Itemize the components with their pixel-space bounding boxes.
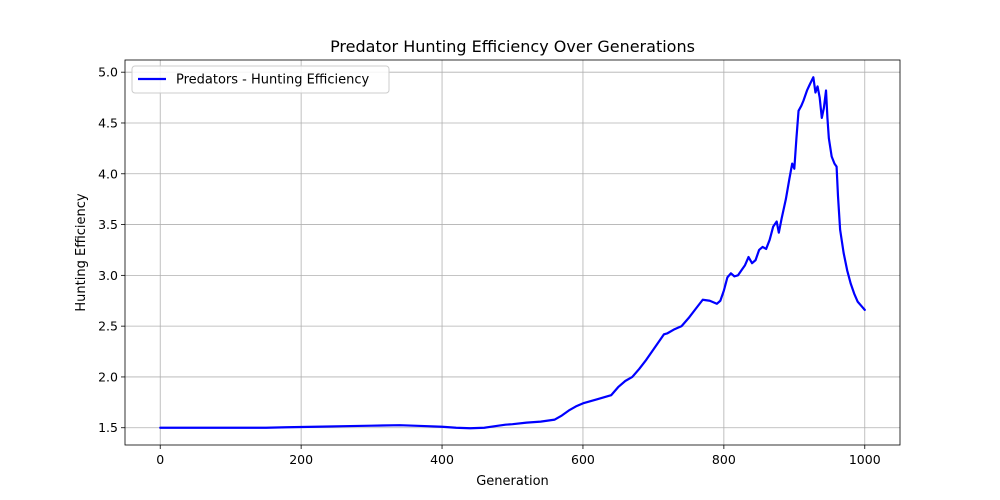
series-line-predators-hunting-efficiency [159, 76, 866, 430]
legend-box [131, 65, 390, 94]
x-tick-label: 0 [156, 452, 164, 467]
legend-entry-label: Predators - Hunting Efficiency [176, 73, 370, 88]
y-tick-label: 5.0 [98, 65, 118, 80]
x-tick-label: 800 [712, 452, 736, 467]
gridlines [125, 60, 900, 445]
y-tick-label: 3.5 [98, 217, 118, 232]
x-tick-label: 200 [289, 452, 313, 467]
y-tick-label: 3.0 [98, 268, 118, 283]
y-axis-label: Hunting Efficiency [74, 193, 89, 312]
y-tick-label: 2.5 [98, 319, 118, 334]
y-tick-label: 4.5 [98, 115, 118, 130]
x-tick-label: 1000 [849, 452, 881, 467]
y-tick-label: 2.0 [98, 369, 118, 384]
legend: Predators - Hunting Efficiency [131, 65, 390, 94]
x-tick-label: 400 [430, 452, 454, 467]
series-layer [159, 76, 866, 430]
y-tick-label: 1.5 [98, 420, 118, 435]
x-tick-label: 600 [571, 452, 595, 467]
chart-title: Predator Hunting Efficiency Over Generat… [330, 37, 695, 56]
y-tick-label: 4.0 [98, 166, 118, 181]
x-axis-label: Generation [476, 474, 549, 489]
plot-frame [124, 59, 901, 446]
ticks: 0 200 400 600 800 1000 1.5 2.0 2.5 3.0 3.5 4.0 4.5 5.… [98, 65, 881, 467]
